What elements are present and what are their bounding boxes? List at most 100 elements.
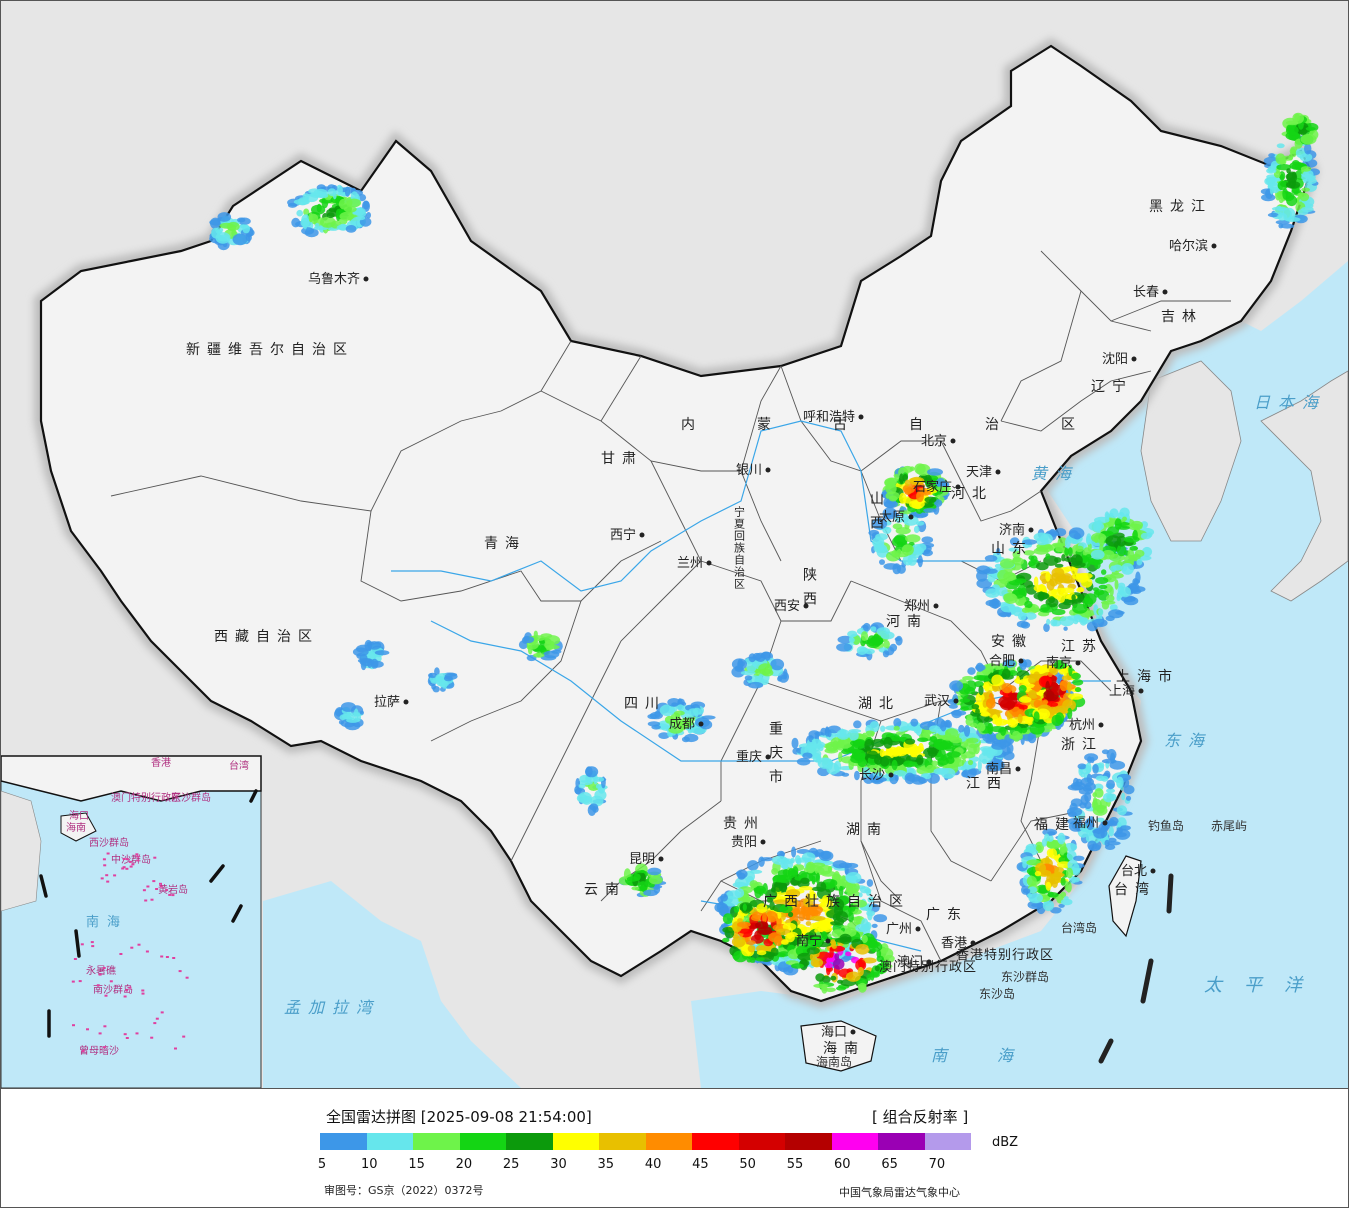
radar-echo	[998, 612, 1012, 617]
radar-echo	[1080, 771, 1086, 778]
radar-echo	[862, 622, 871, 632]
radar-echo	[245, 233, 252, 242]
inset-reef-mark	[159, 882, 162, 885]
color-swatch-1	[366, 1133, 413, 1150]
radar-echo	[1307, 173, 1313, 179]
island-label-2: 台湾岛	[1061, 920, 1097, 935]
radar-echo	[1098, 608, 1104, 616]
radar-echo	[1012, 550, 1021, 559]
radar-echo	[1277, 180, 1288, 191]
radar-echo	[647, 713, 658, 720]
inset-reef-mark	[121, 867, 125, 870]
radar-echo	[867, 750, 879, 759]
radar-echo	[902, 474, 908, 482]
radar-echo	[855, 923, 870, 933]
city-dot-17	[825, 938, 831, 944]
radar-echo	[984, 555, 998, 562]
sea-label-5: 孟加拉湾	[284, 998, 380, 1017]
color-scale-bar	[320, 1133, 971, 1150]
radar-echo	[806, 947, 820, 955]
radar-echo	[762, 883, 768, 895]
radar-echo	[962, 676, 974, 681]
radar-echo	[811, 875, 816, 885]
radar-echo	[1092, 792, 1097, 798]
inset-reef-mark	[129, 865, 133, 868]
radar-echo	[370, 658, 379, 669]
radar-echo	[785, 889, 801, 898]
radar-echo	[1041, 838, 1047, 847]
inset-reef-mark	[160, 1011, 164, 1014]
legend-title: 全国雷达拼图 [2025-09-08 21:54:00]	[326, 1108, 592, 1126]
city-dot-15	[760, 839, 766, 845]
radar-echo	[1109, 604, 1118, 611]
radar-echo	[748, 681, 764, 689]
radar-echo	[847, 630, 858, 638]
inset-reef-mark	[150, 1036, 154, 1039]
scale-tick-20: 20	[455, 1157, 473, 1172]
radar-echo	[871, 518, 888, 530]
inset-reef-mark	[86, 1028, 89, 1031]
radar-echo	[1029, 694, 1038, 699]
city-dot-22	[888, 772, 894, 778]
inset-label-9: 香港	[151, 757, 171, 769]
region-label-10: 贵州	[723, 816, 765, 832]
radar-echo	[769, 901, 775, 911]
radar-echo	[1076, 594, 1084, 599]
radar-echo	[1127, 548, 1135, 560]
region-label-19: 安徽	[991, 634, 1033, 650]
radar-echo	[1000, 673, 1007, 679]
radar-echo	[870, 626, 877, 632]
city-dot-20	[926, 959, 932, 965]
radar-echo	[853, 739, 867, 749]
radar-echo	[946, 756, 955, 764]
radar-echo	[849, 748, 858, 753]
radar-echo	[690, 727, 695, 732]
radar-echo	[1074, 819, 1082, 832]
inset-reef-mark	[152, 880, 156, 883]
radar-echo	[355, 215, 366, 221]
radar-echo	[1040, 604, 1051, 612]
radar-echo	[744, 675, 753, 681]
radar-echo	[765, 911, 778, 923]
inset-reef-mark	[122, 866, 126, 869]
city-label-7: 天津	[966, 465, 992, 480]
radar-echo	[923, 508, 937, 513]
scale-tick-60: 60	[834, 1157, 851, 1172]
radar-echo	[904, 738, 916, 745]
radar-echo	[737, 918, 743, 923]
radar-echo	[798, 911, 806, 922]
radar-echo	[1064, 546, 1069, 556]
radar-echo	[431, 683, 436, 690]
radar-echo	[544, 635, 561, 646]
region-label-8: 四川	[624, 696, 666, 712]
radar-echo	[1018, 696, 1032, 703]
radar-echo	[909, 499, 925, 509]
city-dot-4	[765, 467, 771, 473]
radar-echo	[880, 756, 890, 767]
radar-echo	[892, 523, 903, 530]
radar-echo	[1124, 513, 1131, 524]
radar-echo	[893, 718, 902, 728]
inset-label-4: 永暑礁	[86, 964, 116, 977]
radar-echo	[1033, 711, 1040, 723]
radar-echo	[518, 640, 528, 650]
inset-label-11: 台湾	[229, 759, 249, 772]
radar-echo	[1045, 855, 1050, 866]
radar-echo	[869, 972, 880, 978]
city-label-11: 郑州	[904, 599, 930, 614]
radar-echo	[722, 937, 730, 943]
city-label-4: 银川	[736, 463, 762, 478]
radar-echo	[925, 764, 935, 774]
radar-echo	[893, 725, 900, 731]
radar-echo	[827, 865, 833, 873]
radar-echo	[838, 885, 844, 897]
sea-label-0: 日本海	[1254, 393, 1326, 412]
radar-echo	[308, 212, 313, 223]
radar-echo	[1071, 594, 1076, 602]
island-label-0: 钓鱼岛	[1148, 818, 1184, 833]
city-dot-23	[953, 698, 959, 704]
radar-echo	[1001, 683, 1013, 694]
radar-echo	[861, 934, 868, 944]
radar-echo	[770, 887, 776, 893]
